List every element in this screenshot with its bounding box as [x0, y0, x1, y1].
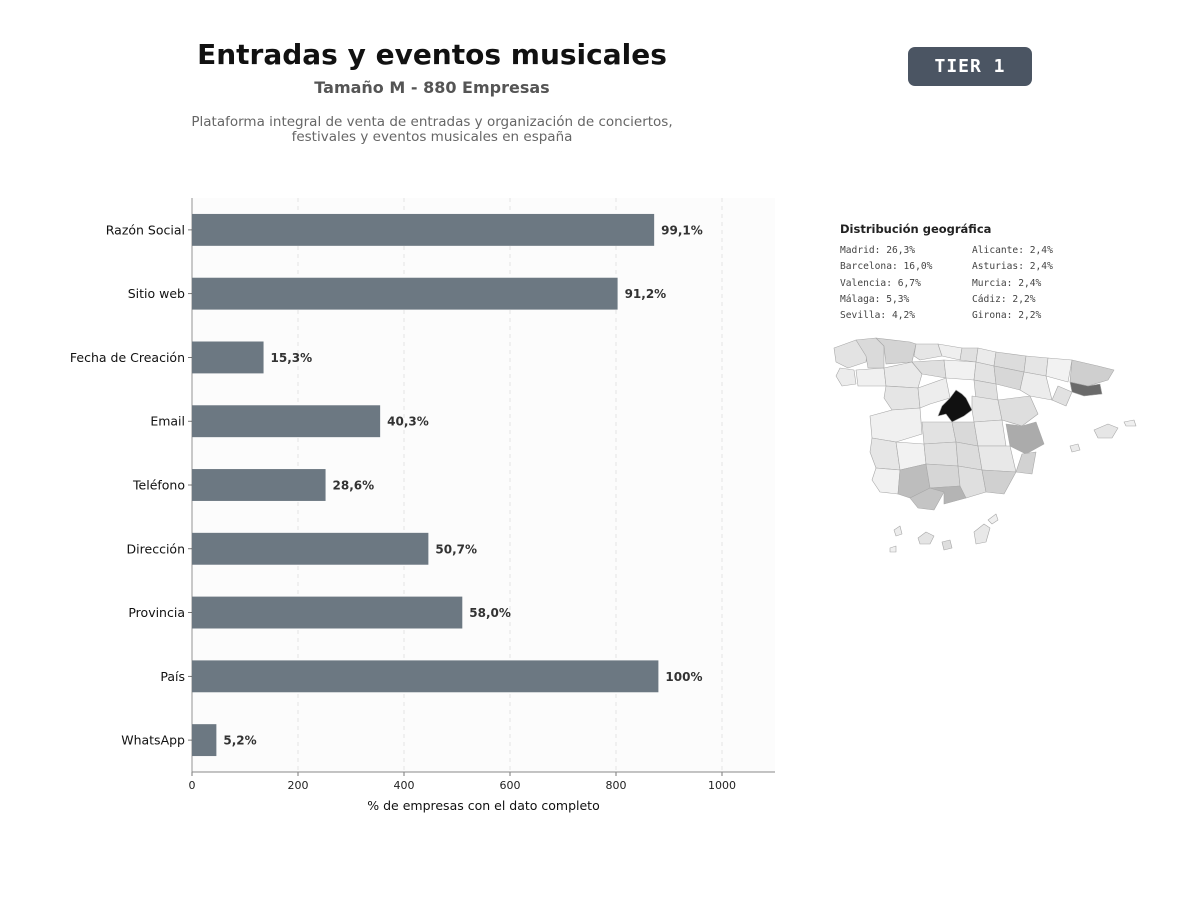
geo-entry: Asturias: 2,4% — [972, 261, 1053, 273]
map-region — [1069, 359, 1115, 387]
map-region — [973, 419, 1007, 447]
description-line-2: festivales y eventos musicales en españa — [291, 129, 573, 145]
category-label: Provincia — [128, 605, 185, 620]
map-region — [855, 367, 887, 387]
description-line-1: Plataforma integral de venta de entradas… — [191, 114, 673, 130]
map-region — [835, 367, 857, 387]
geo-distribution-panel: Distribución geográfica Madrid: 26,3% Al… — [840, 222, 1140, 326]
value-label: 50,7% — [435, 542, 477, 556]
geo-entry: Cádiz: 2,2% — [972, 293, 1036, 305]
value-label: 5,2% — [223, 734, 256, 748]
geo-entry: Barcelona: 16,0% — [840, 261, 933, 273]
map-region — [977, 445, 1017, 473]
category-label: WhatsApp — [121, 733, 185, 748]
map-region — [1093, 423, 1119, 439]
tier-badge: TIER 1 — [908, 47, 1032, 86]
geo-entry: Alicante: 2,4% — [972, 245, 1053, 256]
x-tick-label: 800 — [606, 779, 627, 792]
x-tick-label: 200 — [288, 779, 309, 792]
map-region — [981, 469, 1017, 495]
bar — [192, 213, 655, 246]
bar — [192, 660, 659, 693]
map-region — [943, 359, 977, 381]
bar-chart: 0 200 400 600 800 1000 Razón Social 99,1% Sitio … — [70, 198, 775, 813]
map-region — [925, 463, 961, 489]
map-region — [917, 531, 935, 545]
map-region — [869, 407, 923, 443]
map-region — [909, 487, 945, 511]
map-region — [971, 395, 1003, 423]
x-axis-label: % de empresas con el dato completo — [367, 798, 599, 813]
map-region — [889, 545, 897, 553]
map-region — [987, 513, 999, 525]
bar — [192, 469, 326, 501]
geo-distribution-list: Madrid: 26,3% Alicante: 2,4% Barcelona: … — [840, 245, 1140, 326]
category-label: Email — [150, 414, 185, 429]
geo-entry: Málaga: 5,3% — [840, 293, 910, 305]
value-label: 58,0% — [469, 606, 511, 620]
geo-distribution-title: Distribución geográfica — [840, 222, 992, 236]
bar — [192, 532, 429, 565]
x-tick-label: 600 — [500, 779, 521, 792]
bar — [192, 724, 217, 757]
chart-title: Entradas y eventos musicales — [197, 38, 667, 71]
geo-entry: Valencia: 6,7% — [840, 277, 921, 289]
map-region — [923, 441, 959, 467]
map-region — [957, 465, 987, 499]
category-label: Teléfono — [132, 478, 185, 493]
bar — [192, 341, 264, 374]
map-region — [871, 467, 901, 495]
map-region — [1069, 443, 1081, 453]
bar — [192, 596, 463, 629]
map-region — [973, 523, 991, 545]
value-label: 100% — [665, 670, 702, 684]
chart-description: Plataforma integral de venta de entradas… — [132, 115, 732, 145]
value-label: 28,6% — [333, 479, 375, 493]
geo-entry: Girona: 2,2% — [972, 310, 1042, 322]
map-region — [1045, 357, 1073, 383]
x-tick-label: 400 — [394, 779, 415, 792]
value-label: 15,3% — [271, 351, 313, 365]
bar — [192, 405, 381, 438]
map-region — [1019, 371, 1053, 401]
bar — [192, 277, 618, 310]
geo-entry: Murcia: 2,4% — [972, 277, 1042, 289]
x-tick-label: 1000 — [708, 779, 736, 792]
map-region — [1015, 451, 1037, 475]
map-region — [929, 485, 967, 505]
category-label: Razón Social — [106, 222, 185, 237]
geo-entry: Sevilla: 4,2% — [840, 310, 916, 322]
category-label: Dirección — [127, 541, 185, 556]
map-region — [1123, 419, 1137, 427]
map-region — [1051, 385, 1073, 407]
geo-entry: Madrid: 26,3% — [840, 245, 916, 256]
category-label: Sitio web — [128, 286, 185, 301]
value-label: 99,1% — [661, 223, 703, 237]
map-region — [883, 385, 921, 411]
map-region — [941, 539, 953, 551]
value-label: 40,3% — [387, 415, 429, 429]
x-tick-label: 0 — [189, 779, 196, 792]
category-label: Fecha de Creación — [70, 350, 185, 365]
map-region — [921, 421, 957, 445]
map-region — [913, 343, 943, 361]
category-label: País — [160, 669, 185, 684]
map-region — [917, 377, 951, 409]
map-region — [937, 389, 973, 423]
map-region — [997, 395, 1039, 427]
value-label: 91,2% — [625, 287, 667, 301]
map-region — [869, 437, 901, 471]
chart-subtitle: Tamaño M - 880 Empresas — [314, 78, 550, 97]
map-region — [893, 525, 903, 537]
map-region — [883, 361, 923, 389]
map-region — [1005, 421, 1045, 455]
map-region — [959, 347, 979, 363]
spain-choropleth-map — [833, 337, 1137, 553]
map-region — [937, 343, 963, 361]
